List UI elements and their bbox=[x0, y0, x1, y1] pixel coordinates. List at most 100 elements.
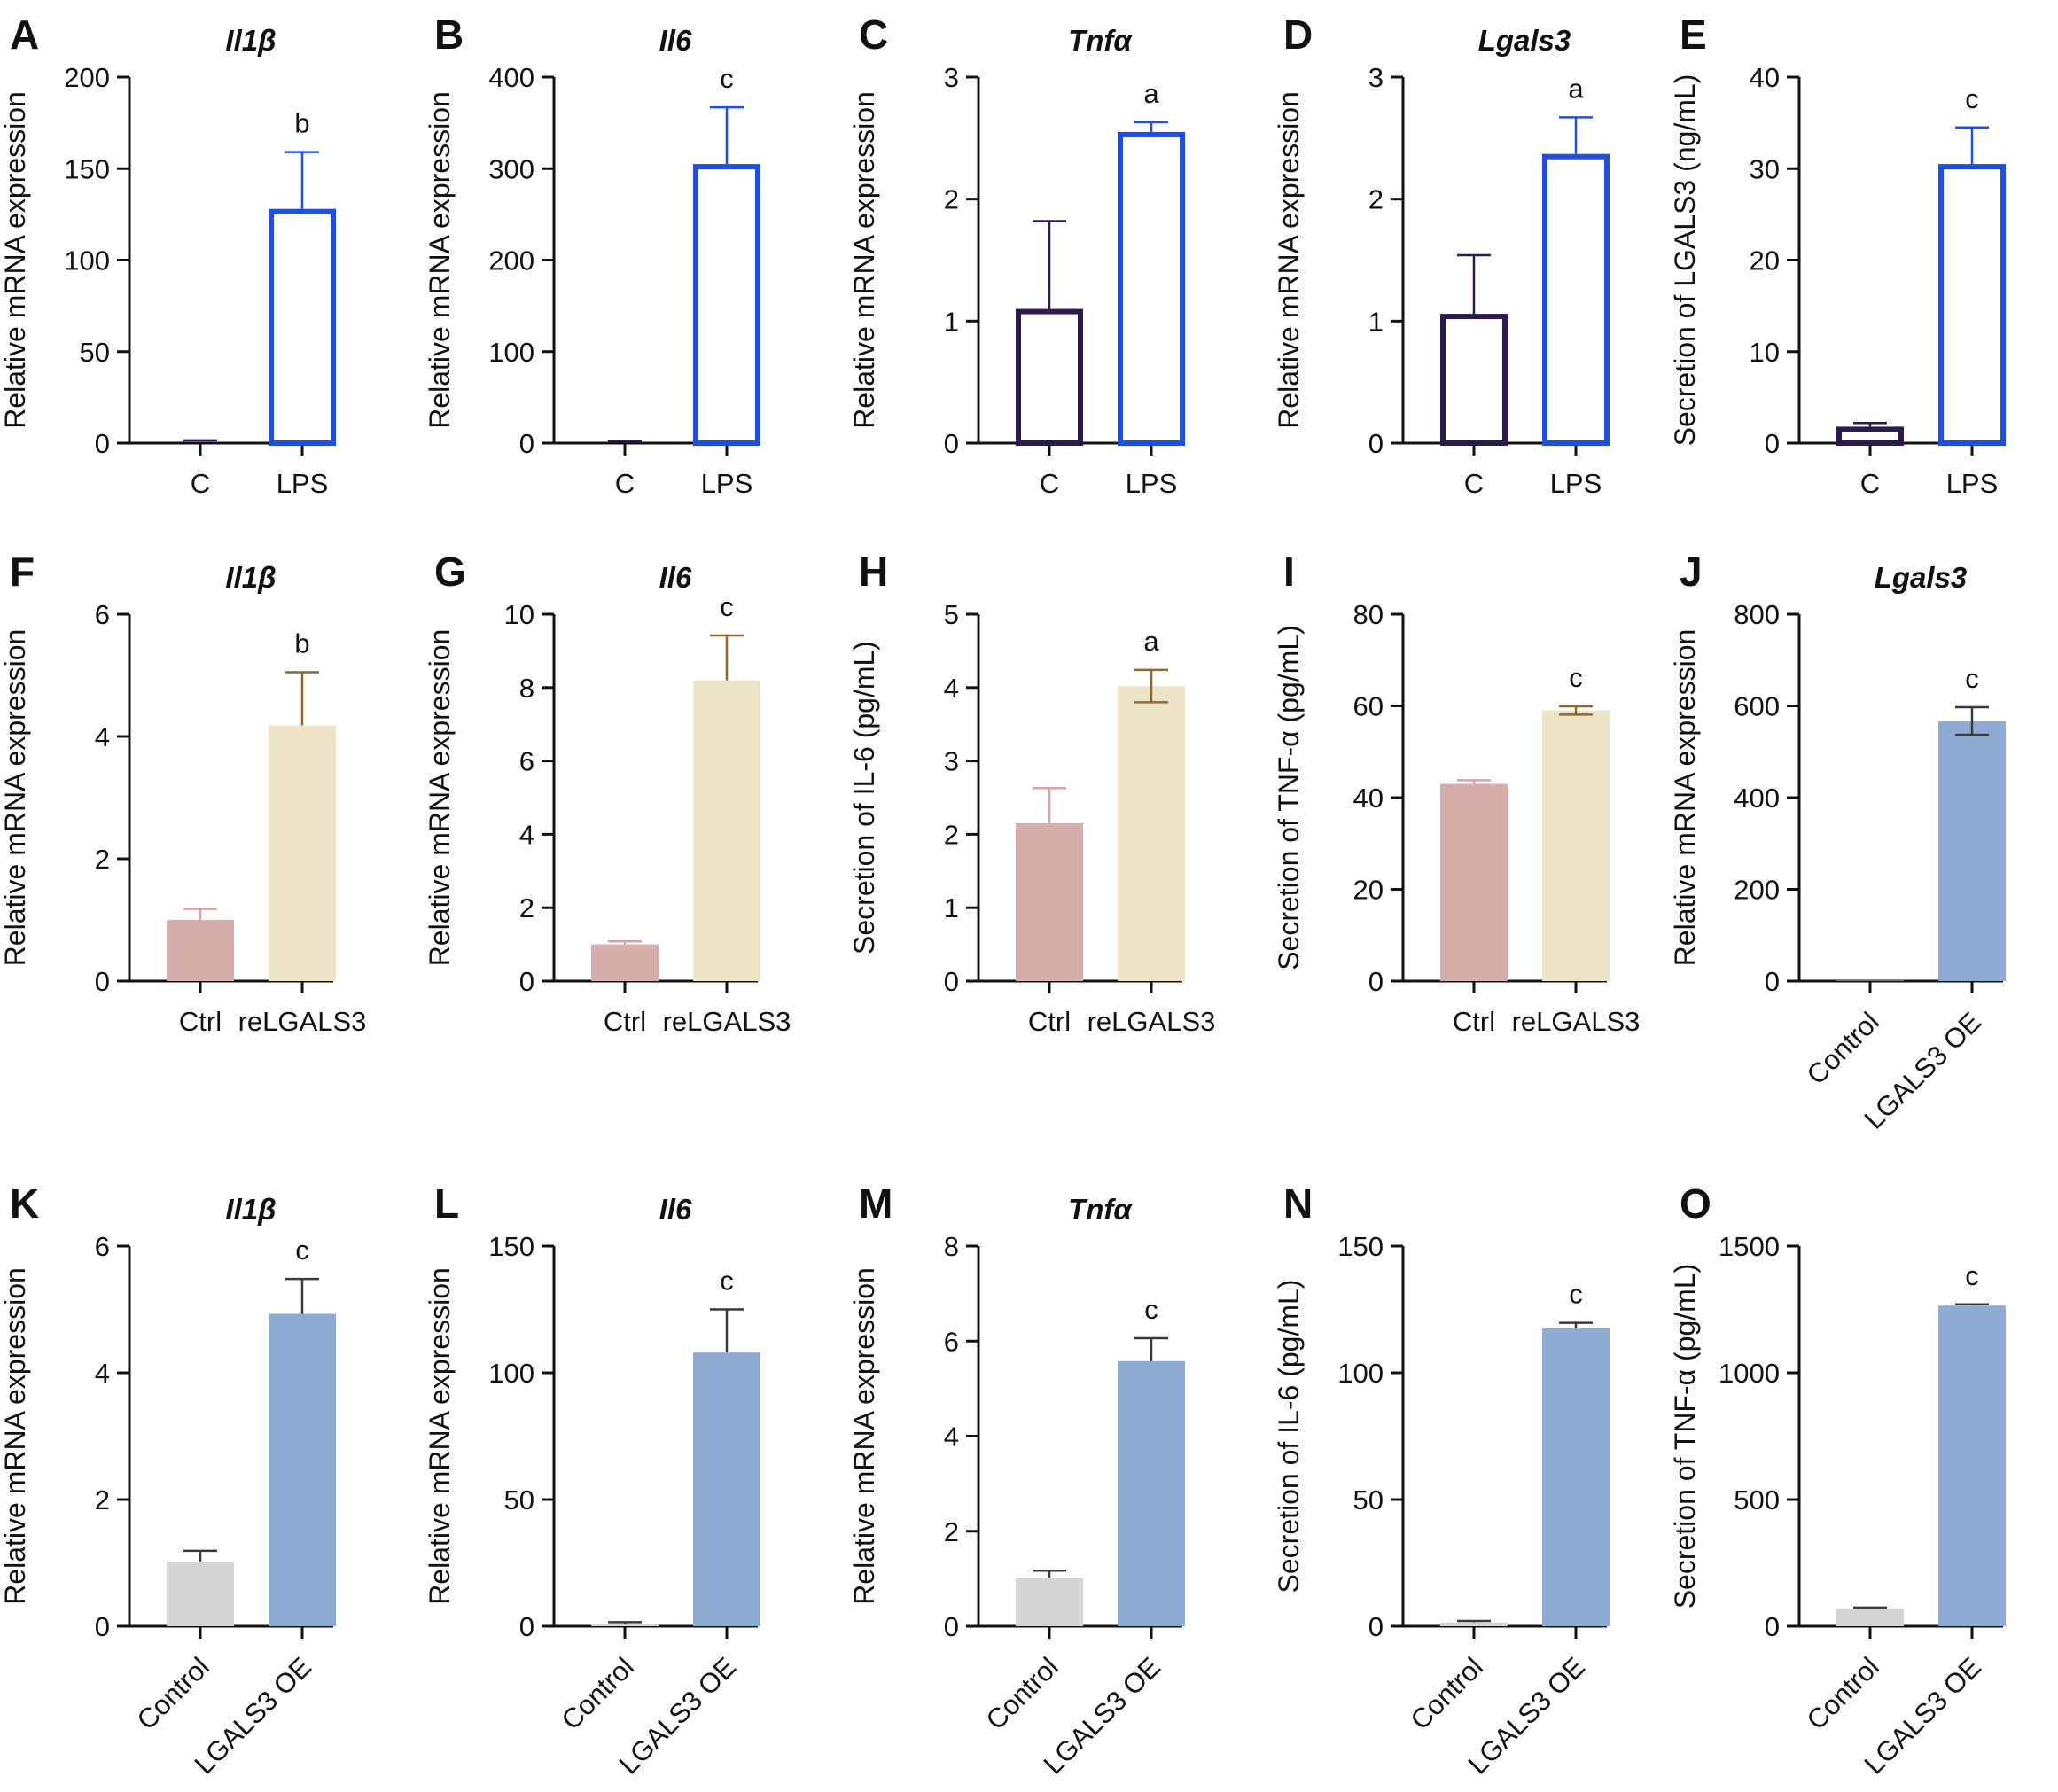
x-category-label: LPS bbox=[1550, 468, 1602, 499]
significance-label: a bbox=[1143, 626, 1159, 657]
chart-panel-h: H Secretion of IL-6 (pg/mL) 0 1 2 3 4 5 Ctrl a reL… bbox=[848, 549, 1215, 1037]
y-tick-label: 150 bbox=[488, 1231, 534, 1262]
x-category-label: LPS bbox=[1126, 468, 1178, 499]
chart-panel-l: L Il6 Relative mRNA expression 0 50 100 150 Con… bbox=[424, 1180, 760, 1780]
y-tick-label: 50 bbox=[1353, 1484, 1384, 1515]
bar-control bbox=[1836, 1608, 1904, 1626]
chart-panel-o: O Secretion of TNF-α (pg/mL) 0 500 1000 1500 C… bbox=[1669, 1180, 2006, 1780]
bar-lgals3-oe bbox=[693, 1352, 760, 1626]
x-category-label: C bbox=[1040, 468, 1059, 499]
bar-lps bbox=[269, 208, 336, 446]
y-tick-label: 0 bbox=[519, 1611, 534, 1642]
chart-panel-n: N Secretion of IL-6 (pg/mL) 0 50 100 150 Contr… bbox=[1273, 1180, 1610, 1780]
x-category-label: C bbox=[1464, 468, 1484, 499]
chart-panel-d: D Lgals3 Relative mRNA expression 0 1 2 3 Ca LPS bbox=[1273, 12, 1610, 499]
bar-lgals3-oe bbox=[1938, 1305, 2006, 1626]
significance-label: a bbox=[1143, 78, 1159, 109]
y-tick-label: 800 bbox=[1734, 599, 1780, 630]
x-category-label: reLGALS3 bbox=[1512, 1006, 1641, 1037]
chart-panel-k: K Il1β Relative mRNA expression 0 2 4 6 Control… bbox=[0, 1180, 336, 1780]
panel-letter: N bbox=[1283, 1180, 1313, 1227]
y-tick-label: 8 bbox=[519, 673, 534, 704]
y-tick-label: 0 bbox=[1765, 1611, 1780, 1642]
chart-title: Il6 bbox=[659, 24, 692, 57]
x-category-label: C bbox=[191, 468, 210, 499]
y-tick-label: 20 bbox=[1353, 875, 1384, 906]
y-tick-label: 150 bbox=[1337, 1231, 1384, 1262]
bar-c bbox=[1440, 314, 1508, 446]
y-tick-label: 40 bbox=[1750, 62, 1780, 93]
bar-control bbox=[1016, 1578, 1083, 1626]
bar-c bbox=[1016, 308, 1083, 447]
y-axis-label: Secretion of IL-6 (pg/mL) bbox=[848, 641, 880, 954]
y-tick-label: 4 bbox=[95, 721, 110, 752]
panel-letter: L bbox=[434, 1180, 459, 1227]
y-tick-label: 4 bbox=[95, 1358, 110, 1389]
y-tick-label: 600 bbox=[1734, 691, 1780, 722]
bar-c bbox=[1836, 426, 1904, 447]
y-tick-label: 1000 bbox=[1719, 1358, 1780, 1389]
chart-panel-g: G Il6 Relative mRNA expression 0 2 4 6 8 10 Ctrl c… bbox=[424, 549, 791, 1037]
y-tick-label: 50 bbox=[80, 337, 110, 368]
bar-lgals3-oe bbox=[269, 1313, 336, 1626]
chart-title: Il6 bbox=[659, 1193, 692, 1226]
y-tick-label: 500 bbox=[1734, 1484, 1780, 1515]
panel-letter: K bbox=[10, 1180, 39, 1227]
y-tick-label: 0 bbox=[1765, 966, 1780, 997]
y-tick-label: 1 bbox=[944, 306, 959, 337]
x-category-label: reLGALS3 bbox=[1087, 1006, 1216, 1037]
significance-label: c bbox=[1144, 1294, 1158, 1325]
bar-lps bbox=[693, 164, 760, 446]
chart-panel-b: B Il6 Relative mRNA expression 0 100 200 300 40… bbox=[424, 12, 760, 499]
x-category-label: Ctrl bbox=[1453, 1006, 1495, 1037]
significance-label: c bbox=[1965, 1260, 1979, 1291]
y-axis-label: Secretion of TNF-α (pg/mL) bbox=[1273, 625, 1305, 970]
y-tick-label: 200 bbox=[64, 62, 110, 93]
y-tick-label: 0 bbox=[1368, 428, 1384, 459]
significance-label: c bbox=[720, 1266, 734, 1297]
significance-label: c bbox=[1965, 663, 1979, 694]
bar-ctrl bbox=[1016, 822, 1083, 981]
y-tick-label: 2 bbox=[95, 844, 110, 875]
bar-control bbox=[1440, 1622, 1508, 1626]
y-tick-label: 5 bbox=[944, 599, 959, 630]
y-axis-label: Relative mRNA expression bbox=[0, 91, 31, 429]
chart-panel-m: M Tnfα Relative mRNA expression 0 2 4 6 8 Contro… bbox=[848, 1180, 1185, 1780]
x-category-label: reLGALS3 bbox=[663, 1006, 791, 1037]
y-tick-label: 3 bbox=[944, 62, 959, 93]
chart-title: Il1β bbox=[225, 1193, 276, 1226]
panel-letter: O bbox=[1680, 1180, 1711, 1227]
chart-title: Tnfα bbox=[1068, 1193, 1133, 1226]
y-tick-label: 100 bbox=[64, 245, 110, 277]
chart-title: Lgals3 bbox=[1478, 24, 1571, 57]
bar-lgals3-oe bbox=[1938, 721, 2006, 981]
x-category-label: Control bbox=[556, 1651, 640, 1735]
y-axis-label: Relative mRNA expression bbox=[1273, 91, 1305, 429]
y-axis-label: Relative mRNA expression bbox=[1669, 629, 1701, 967]
x-category-label: C bbox=[1860, 468, 1880, 499]
y-tick-label: 400 bbox=[1734, 783, 1780, 814]
y-tick-label: 100 bbox=[488, 337, 534, 368]
x-category-label: LPS bbox=[277, 468, 329, 499]
bar-relgals3 bbox=[693, 680, 760, 981]
panel-letter: B bbox=[434, 12, 464, 58]
y-tick-label: 4 bbox=[944, 1422, 959, 1453]
bar-control bbox=[167, 1562, 234, 1626]
chart-panel-i: I Secretion of TNF-α (pg/mL) 0 20 40 60 80 Ctrl… bbox=[1273, 549, 1640, 1037]
bar-lgals3-oe bbox=[1118, 1360, 1185, 1626]
y-tick-label: 6 bbox=[519, 746, 534, 777]
y-tick-label: 2 bbox=[944, 184, 959, 215]
bar-ctrl bbox=[1440, 783, 1508, 981]
chart-title: Il1β bbox=[225, 24, 276, 57]
significance-label: a bbox=[1568, 73, 1584, 104]
bar-lgals3-oe bbox=[1542, 1328, 1610, 1626]
chart-title: Tnfα bbox=[1068, 24, 1133, 57]
chart-title: Lgals3 bbox=[1875, 561, 1968, 594]
y-tick-label: 4 bbox=[944, 673, 959, 704]
y-axis-label: Relative mRNA expression bbox=[0, 629, 31, 967]
significance-label: b bbox=[294, 628, 309, 659]
bar-control bbox=[1836, 980, 1904, 981]
x-category-label: C bbox=[615, 468, 635, 499]
chart-panel-c: C Tnfα Relative mRNA expression 0 1 2 3 Ca LPS bbox=[848, 12, 1185, 499]
bar-ctrl bbox=[591, 944, 659, 981]
